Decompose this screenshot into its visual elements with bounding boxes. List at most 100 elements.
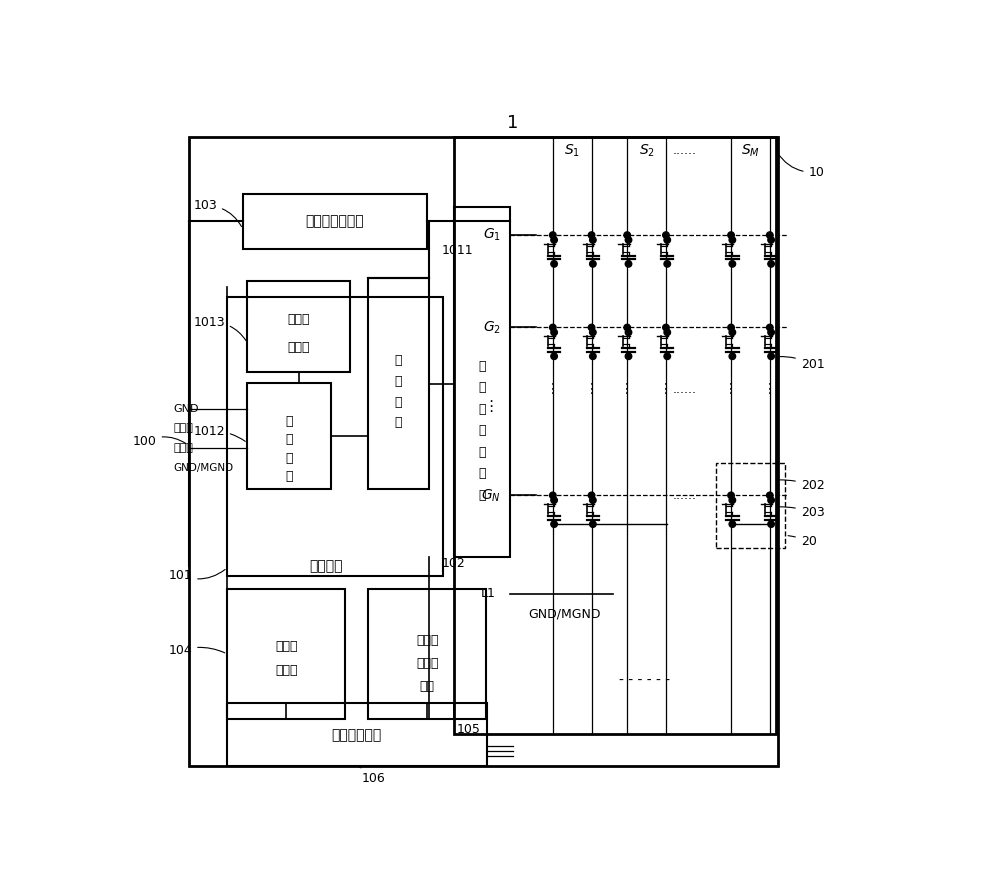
Text: 输出端: 输出端: [173, 443, 193, 452]
Text: $G_1$: $G_1$: [483, 227, 501, 243]
Text: ⋮: ⋮: [724, 382, 738, 396]
Text: 元: 元: [395, 417, 402, 429]
Circle shape: [624, 232, 630, 239]
Text: 触: 触: [395, 354, 402, 367]
Text: ⋮: ⋮: [659, 382, 673, 396]
Circle shape: [768, 353, 774, 359]
Text: GND/MGND: GND/MGND: [528, 607, 600, 620]
Circle shape: [590, 329, 596, 335]
Text: 104: 104: [168, 644, 225, 657]
Circle shape: [588, 232, 595, 239]
Circle shape: [728, 325, 734, 331]
Text: 1011: 1011: [441, 244, 473, 257]
Text: 公共电: 公共电: [416, 634, 438, 646]
Text: 驱: 驱: [479, 424, 486, 437]
Text: $S_2$: $S_2$: [639, 142, 655, 158]
Text: 101: 101: [168, 569, 225, 581]
Circle shape: [729, 237, 736, 243]
Circle shape: [768, 521, 774, 527]
Circle shape: [729, 353, 736, 359]
Text: ......: ......: [673, 489, 697, 502]
Text: 制: 制: [286, 434, 293, 446]
Text: 单: 单: [479, 468, 486, 480]
Circle shape: [551, 261, 557, 267]
Circle shape: [590, 497, 596, 503]
Circle shape: [728, 492, 734, 499]
Circle shape: [590, 521, 596, 527]
Circle shape: [625, 329, 632, 335]
Circle shape: [551, 329, 557, 335]
Text: - - - - - -: - - - - - -: [619, 673, 670, 687]
Circle shape: [664, 329, 671, 335]
Bar: [716, 463, 785, 548]
Circle shape: [729, 497, 736, 503]
Text: 102: 102: [441, 557, 465, 569]
Text: 调: 调: [286, 415, 293, 428]
Text: ⋮: ⋮: [585, 382, 598, 396]
Text: $S_M$: $S_M$: [741, 142, 760, 158]
Text: 105: 105: [454, 719, 481, 736]
Text: ⋮: ⋮: [620, 382, 634, 396]
Circle shape: [590, 261, 596, 267]
Text: 生单元: 生单元: [287, 341, 310, 354]
Circle shape: [664, 353, 671, 359]
Circle shape: [625, 261, 632, 267]
Text: 1012: 1012: [193, 426, 245, 442]
Circle shape: [768, 329, 774, 335]
Circle shape: [729, 329, 736, 335]
Circle shape: [729, 521, 736, 527]
Circle shape: [664, 261, 671, 267]
Circle shape: [588, 325, 595, 331]
Text: 单: 单: [395, 396, 402, 409]
Text: GND/MGND: GND/MGND: [173, 462, 233, 473]
Bar: [368, 278, 429, 489]
Bar: [227, 704, 487, 766]
Bar: [227, 589, 345, 719]
Text: ⋮: ⋮: [763, 382, 777, 396]
Text: $S_1$: $S_1$: [564, 142, 580, 158]
Text: 203: 203: [779, 506, 825, 519]
Text: 测单元: 测单元: [275, 664, 297, 678]
Circle shape: [551, 237, 557, 243]
Circle shape: [624, 325, 630, 331]
Circle shape: [590, 353, 596, 359]
Circle shape: [551, 521, 557, 527]
Bar: [227, 298, 443, 577]
Text: 压产生: 压产生: [416, 657, 438, 670]
Circle shape: [551, 497, 557, 503]
Text: 元: 元: [286, 470, 293, 484]
Bar: [454, 137, 776, 734]
Text: 电路: 电路: [420, 679, 435, 693]
Text: ⋮: ⋮: [546, 382, 560, 396]
Circle shape: [664, 237, 671, 243]
Circle shape: [663, 325, 669, 331]
Text: 触控检: 触控检: [275, 640, 297, 653]
Text: 106: 106: [359, 767, 385, 785]
Circle shape: [590, 237, 596, 243]
Text: $G_N$: $G_N$: [481, 487, 501, 503]
Text: 100: 100: [133, 435, 186, 448]
Circle shape: [768, 261, 774, 267]
Text: 描: 描: [479, 381, 486, 394]
Bar: [189, 137, 778, 766]
Circle shape: [550, 492, 556, 499]
Text: 201: 201: [779, 357, 825, 371]
Bar: [454, 207, 510, 557]
Bar: [247, 282, 350, 372]
Circle shape: [729, 261, 736, 267]
Circle shape: [768, 237, 774, 243]
Circle shape: [767, 492, 773, 499]
Circle shape: [767, 325, 773, 331]
Text: 1: 1: [507, 114, 518, 131]
Circle shape: [767, 232, 773, 239]
Text: GND: GND: [173, 404, 199, 414]
Text: ......: ......: [673, 144, 697, 157]
Circle shape: [588, 492, 595, 499]
Text: L1: L1: [481, 587, 495, 601]
Text: ⋮: ⋮: [483, 400, 498, 414]
Text: 202: 202: [779, 479, 825, 493]
Text: $G_2$: $G_2$: [483, 319, 501, 336]
Text: 动: 动: [479, 446, 486, 459]
Circle shape: [550, 325, 556, 331]
Bar: [247, 383, 331, 489]
